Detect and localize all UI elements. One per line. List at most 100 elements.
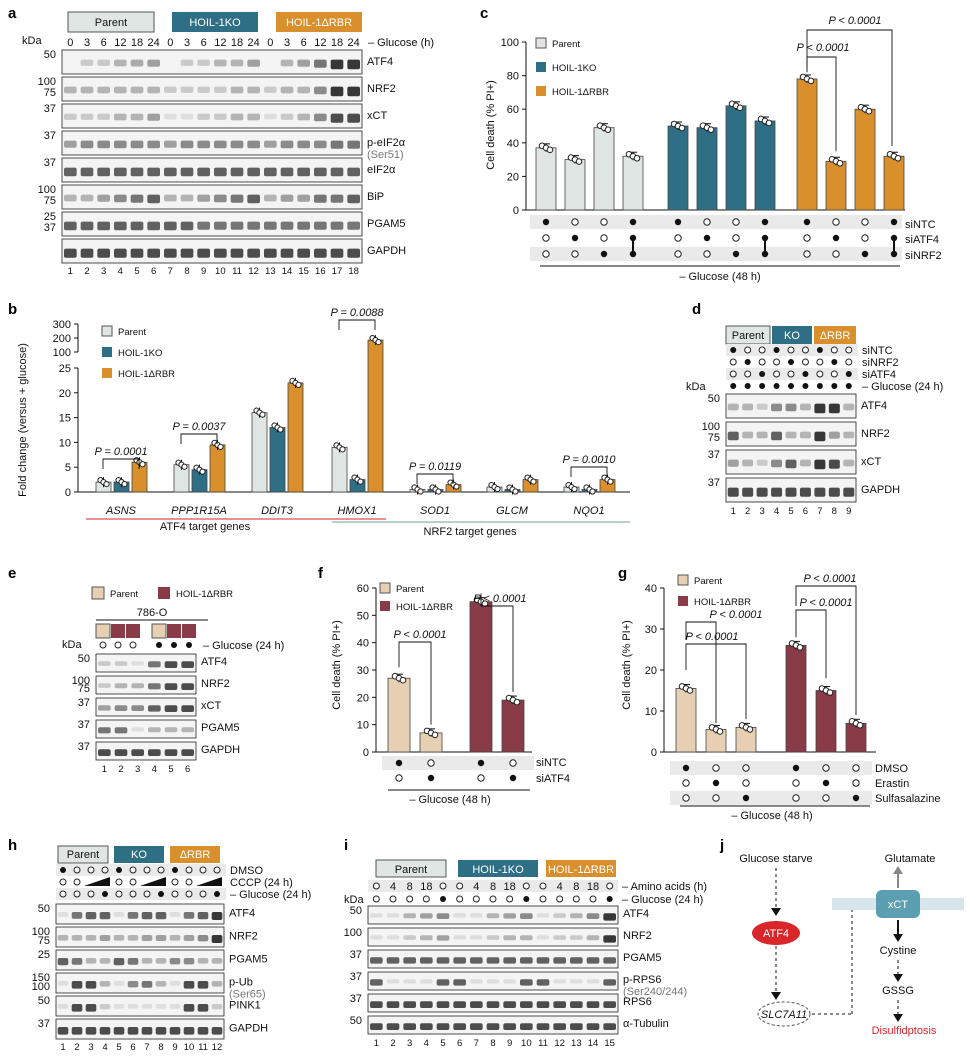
footer-c: – Glucose (48 h)	[679, 271, 760, 283]
band	[211, 981, 223, 987]
xct-transporter-icon	[876, 890, 920, 918]
lane-number: 1	[102, 764, 107, 775]
condition-dot	[440, 896, 446, 902]
condition-label: CCCP (24 h)	[230, 877, 293, 889]
band	[297, 140, 310, 149]
blot-label: PINK1	[229, 999, 261, 1011]
band	[603, 913, 616, 921]
lane-number: 18	[348, 266, 359, 277]
band	[127, 935, 139, 941]
blot-sublabel: (Ser51)	[367, 149, 404, 161]
mw-marker: 25	[44, 211, 56, 223]
band	[147, 248, 160, 258]
condition-dot	[600, 218, 608, 226]
condition-dot	[832, 234, 840, 242]
band	[403, 979, 416, 984]
band	[403, 1023, 416, 1031]
lane-number: 12	[212, 1042, 223, 1053]
band	[386, 1001, 400, 1009]
blot-label: p-eIF2α	[367, 137, 406, 149]
mw-marker: 75	[44, 195, 56, 207]
blot-stack-h: ATF450NRF210075PGAM525p-Ub(Ser65)150100P…	[32, 903, 268, 1040]
band	[183, 981, 195, 989]
band	[114, 59, 127, 67]
lane-number: 2	[390, 1038, 395, 1049]
band	[314, 86, 327, 95]
condition-dot	[732, 234, 740, 242]
i-kda: kDa	[344, 894, 364, 906]
blot-xct: xCT 37	[708, 449, 881, 475]
f-legend-parent: Parent	[396, 584, 424, 595]
band	[141, 1004, 153, 1009]
lane-number: 2	[745, 506, 750, 517]
atf4-node	[752, 921, 800, 945]
band	[85, 935, 97, 941]
band	[57, 912, 69, 917]
band	[197, 1004, 209, 1012]
gradient-wedge	[84, 877, 110, 886]
group-parent: Parent	[95, 17, 127, 29]
band	[536, 913, 550, 918]
band	[264, 140, 277, 148]
condition-dot	[115, 890, 123, 898]
gene-label: SOD1	[420, 505, 450, 517]
band	[131, 749, 144, 757]
condition-dot	[427, 759, 435, 767]
blot-rps6: RPS6 37	[350, 993, 652, 1013]
mw-marker: 25	[38, 949, 50, 961]
y-tick-label: 20	[357, 692, 369, 704]
band	[314, 167, 327, 177]
band	[99, 935, 111, 941]
condition-dot	[831, 383, 838, 389]
band	[98, 683, 111, 688]
mw-marker: 37	[78, 719, 90, 731]
band	[264, 194, 277, 202]
band	[297, 167, 310, 177]
condition-dot	[427, 774, 435, 782]
mw-marker: 75	[708, 432, 720, 444]
lane-number: 1	[68, 266, 73, 277]
band	[97, 140, 110, 149]
band	[520, 979, 533, 986]
chart-f: 0 10 20 30 40 50 60 P < 0.0001 P < 0.0001	[357, 583, 534, 791]
condition-dot	[143, 866, 151, 874]
mw-marker: 100	[344, 927, 362, 939]
condition-dot	[542, 250, 550, 258]
band	[57, 958, 69, 966]
condition-dot	[509, 774, 517, 782]
band	[785, 403, 797, 412]
y-tick-label: 0	[363, 747, 369, 759]
data-point	[103, 480, 110, 488]
condition-dot	[682, 764, 690, 772]
blot-pgam5: PGAM5 25	[38, 949, 268, 971]
band	[785, 459, 797, 469]
blot-atf4: ATF4 50	[350, 905, 649, 925]
bar	[667, 125, 689, 211]
d-group-rbr: ΔRBR	[820, 330, 851, 342]
band	[214, 59, 227, 67]
condition-dot	[682, 779, 690, 787]
lane-number: 3	[88, 1042, 93, 1053]
legend-rbr: HOIL-1ΔRBR	[552, 87, 609, 98]
band	[98, 749, 111, 757]
blot-gapdh: GAPDH	[61, 238, 406, 264]
band	[264, 86, 277, 93]
condition-dot	[185, 890, 193, 898]
data-point	[295, 381, 302, 388]
blot-atf4: ATF4 50	[38, 903, 255, 925]
condition-dot	[600, 234, 608, 242]
band	[799, 431, 811, 439]
band	[771, 403, 783, 412]
band	[131, 661, 144, 666]
condition-dot	[682, 794, 690, 802]
band	[147, 59, 160, 67]
band	[370, 1023, 383, 1031]
condition-dot	[830, 346, 838, 354]
condition-dot	[801, 346, 809, 354]
band	[211, 1027, 223, 1035]
band	[756, 403, 768, 410]
band	[756, 431, 768, 439]
